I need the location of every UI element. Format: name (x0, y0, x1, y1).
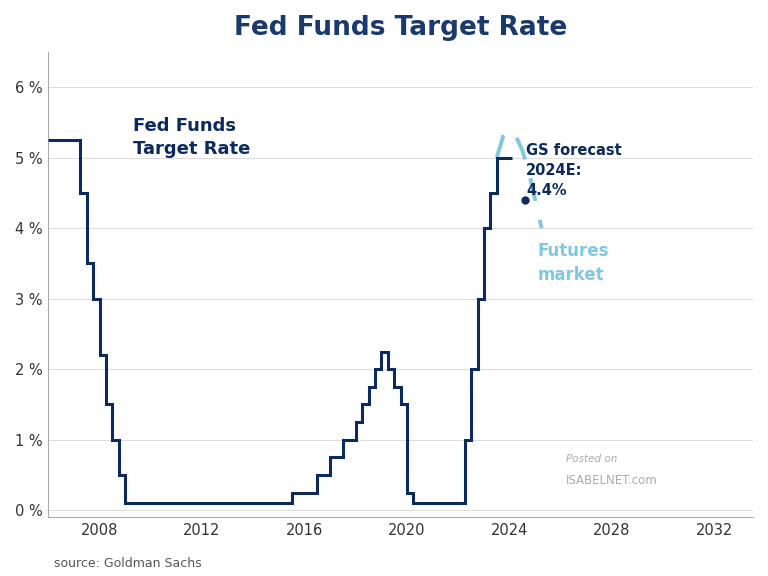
Text: GS forecast
2024E:
4.4%: GS forecast 2024E: 4.4% (526, 143, 622, 198)
Text: Posted on: Posted on (566, 454, 617, 464)
Text: ISABELNET.com: ISABELNET.com (566, 474, 658, 487)
Text: Fed Funds
Target Rate: Fed Funds Target Rate (133, 117, 250, 158)
Title: Fed Funds Target Rate: Fed Funds Target Rate (234, 15, 568, 41)
Text: source: Goldman Sachs: source: Goldman Sachs (54, 558, 201, 570)
Text: Futures
market: Futures market (538, 242, 609, 284)
